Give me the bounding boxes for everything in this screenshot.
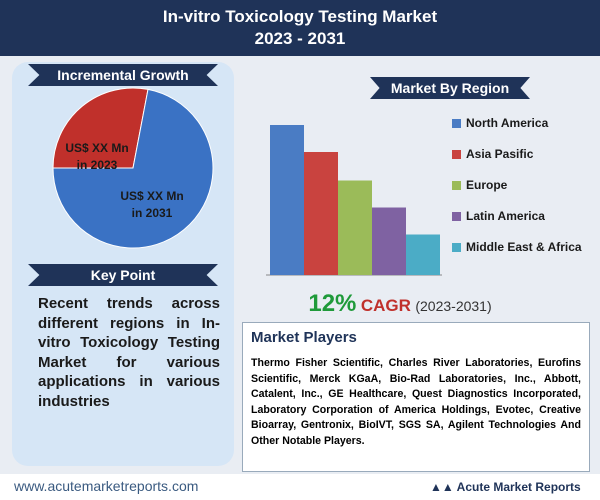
key-point-text: Recent trends across different regions i… — [38, 295, 220, 410]
legend-label: Latin America — [466, 209, 545, 223]
legend-label: North America — [466, 116, 549, 130]
cagr: 12% CAGR (2023-2031) — [240, 290, 560, 318]
pie-title: Incremental Growth — [28, 64, 218, 86]
header: In-vitro Toxicology Testing Market 2023 … — [0, 0, 600, 56]
subtitle: 2023 - 2031 — [254, 29, 346, 48]
legend-swatch — [452, 243, 461, 252]
bar — [270, 125, 304, 275]
pie-slice — [52, 88, 214, 249]
legend-label: Europe — [466, 178, 508, 192]
pie-label: US$ XX Mn in 2031 — [120, 189, 183, 220]
key-point-title: Key Point — [28, 264, 218, 286]
footer — [0, 474, 600, 500]
legend-swatch — [452, 150, 461, 159]
legend-swatch — [452, 119, 461, 128]
legend-swatch — [452, 181, 461, 190]
legend-label: Asia Pasific — [466, 147, 534, 161]
title: In-vitro Toxicology Testing Market — [162, 7, 438, 26]
legend-swatch — [452, 212, 461, 221]
bar — [338, 180, 372, 275]
cagr-value: 12% — [308, 290, 357, 317]
pie-label: US$ XX Mn in 2023 — [65, 141, 128, 172]
players-title: Market Players — [251, 329, 357, 346]
bar — [372, 207, 406, 275]
bar-title: Market By Region — [370, 77, 530, 99]
brand-name: Acute Market Reports — [456, 480, 581, 494]
players-box: Market Players Thermo Fisher Scientific,… — [242, 322, 590, 472]
bar — [304, 152, 338, 275]
players-text: Thermo Fisher Scientific, Charles River … — [251, 357, 581, 447]
legend-label: Middle East & Africa — [466, 240, 582, 254]
bar — [406, 234, 440, 275]
cagr-period: (2023-2031) — [415, 298, 492, 314]
footer-brand: ▲▲ Acute Market Reports — [430, 480, 581, 494]
footer-url: www.acutemarketreports.com — [14, 478, 199, 494]
pie-slice — [52, 87, 149, 169]
cagr-label: CAGR — [360, 296, 411, 315]
